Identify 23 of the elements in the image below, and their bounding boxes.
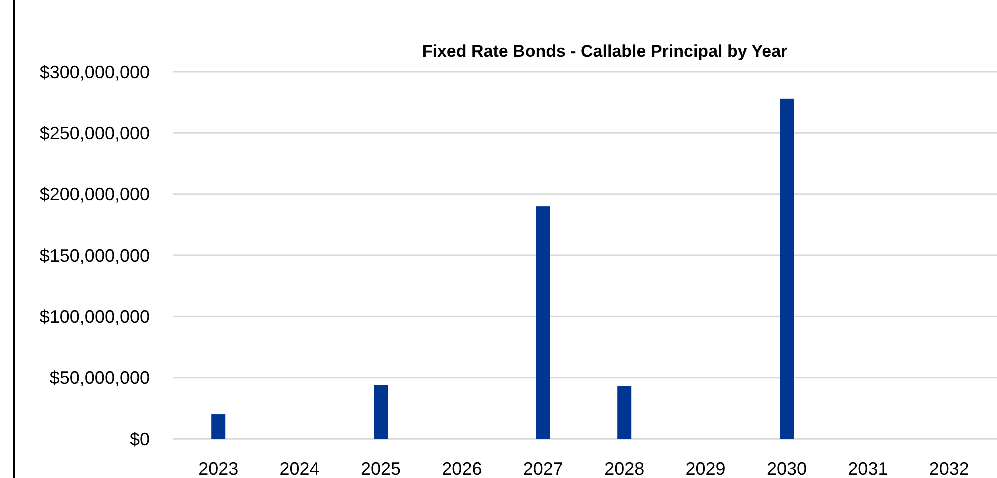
y-tick-label: $250,000,000 (40, 123, 150, 144)
x-tick-label: 2032 (929, 459, 970, 478)
y-tick-label: $150,000,000 (40, 246, 150, 266)
bar (374, 385, 388, 439)
y-tick-label: $0 (130, 429, 150, 450)
x-tick-label: 2026 (442, 459, 482, 478)
x-tick-label: 2027 (523, 459, 564, 478)
y-tick-label: $300,000,000 (40, 62, 150, 82)
y-tick-label: $100,000,000 (40, 306, 150, 327)
x-tick-label: 2025 (360, 459, 402, 478)
bar (536, 206, 550, 439)
y-tick-label: $200,000,000 (40, 184, 150, 205)
x-tick-label: 2024 (280, 459, 320, 478)
bar (212, 414, 226, 439)
x-tick-label: 2029 (686, 459, 726, 478)
bar (618, 386, 632, 439)
bar (780, 98, 794, 439)
x-tick-label: 2031 (848, 459, 888, 478)
x-tick-label: 2030 (766, 459, 808, 478)
y-tick-label: $50,000,000 (50, 368, 150, 388)
x-tick-label: 2028 (604, 459, 645, 478)
chart-title: Fixed Rate Bonds - Callable Principal by Year (422, 42, 788, 61)
x-tick-label: 2023 (198, 459, 239, 478)
